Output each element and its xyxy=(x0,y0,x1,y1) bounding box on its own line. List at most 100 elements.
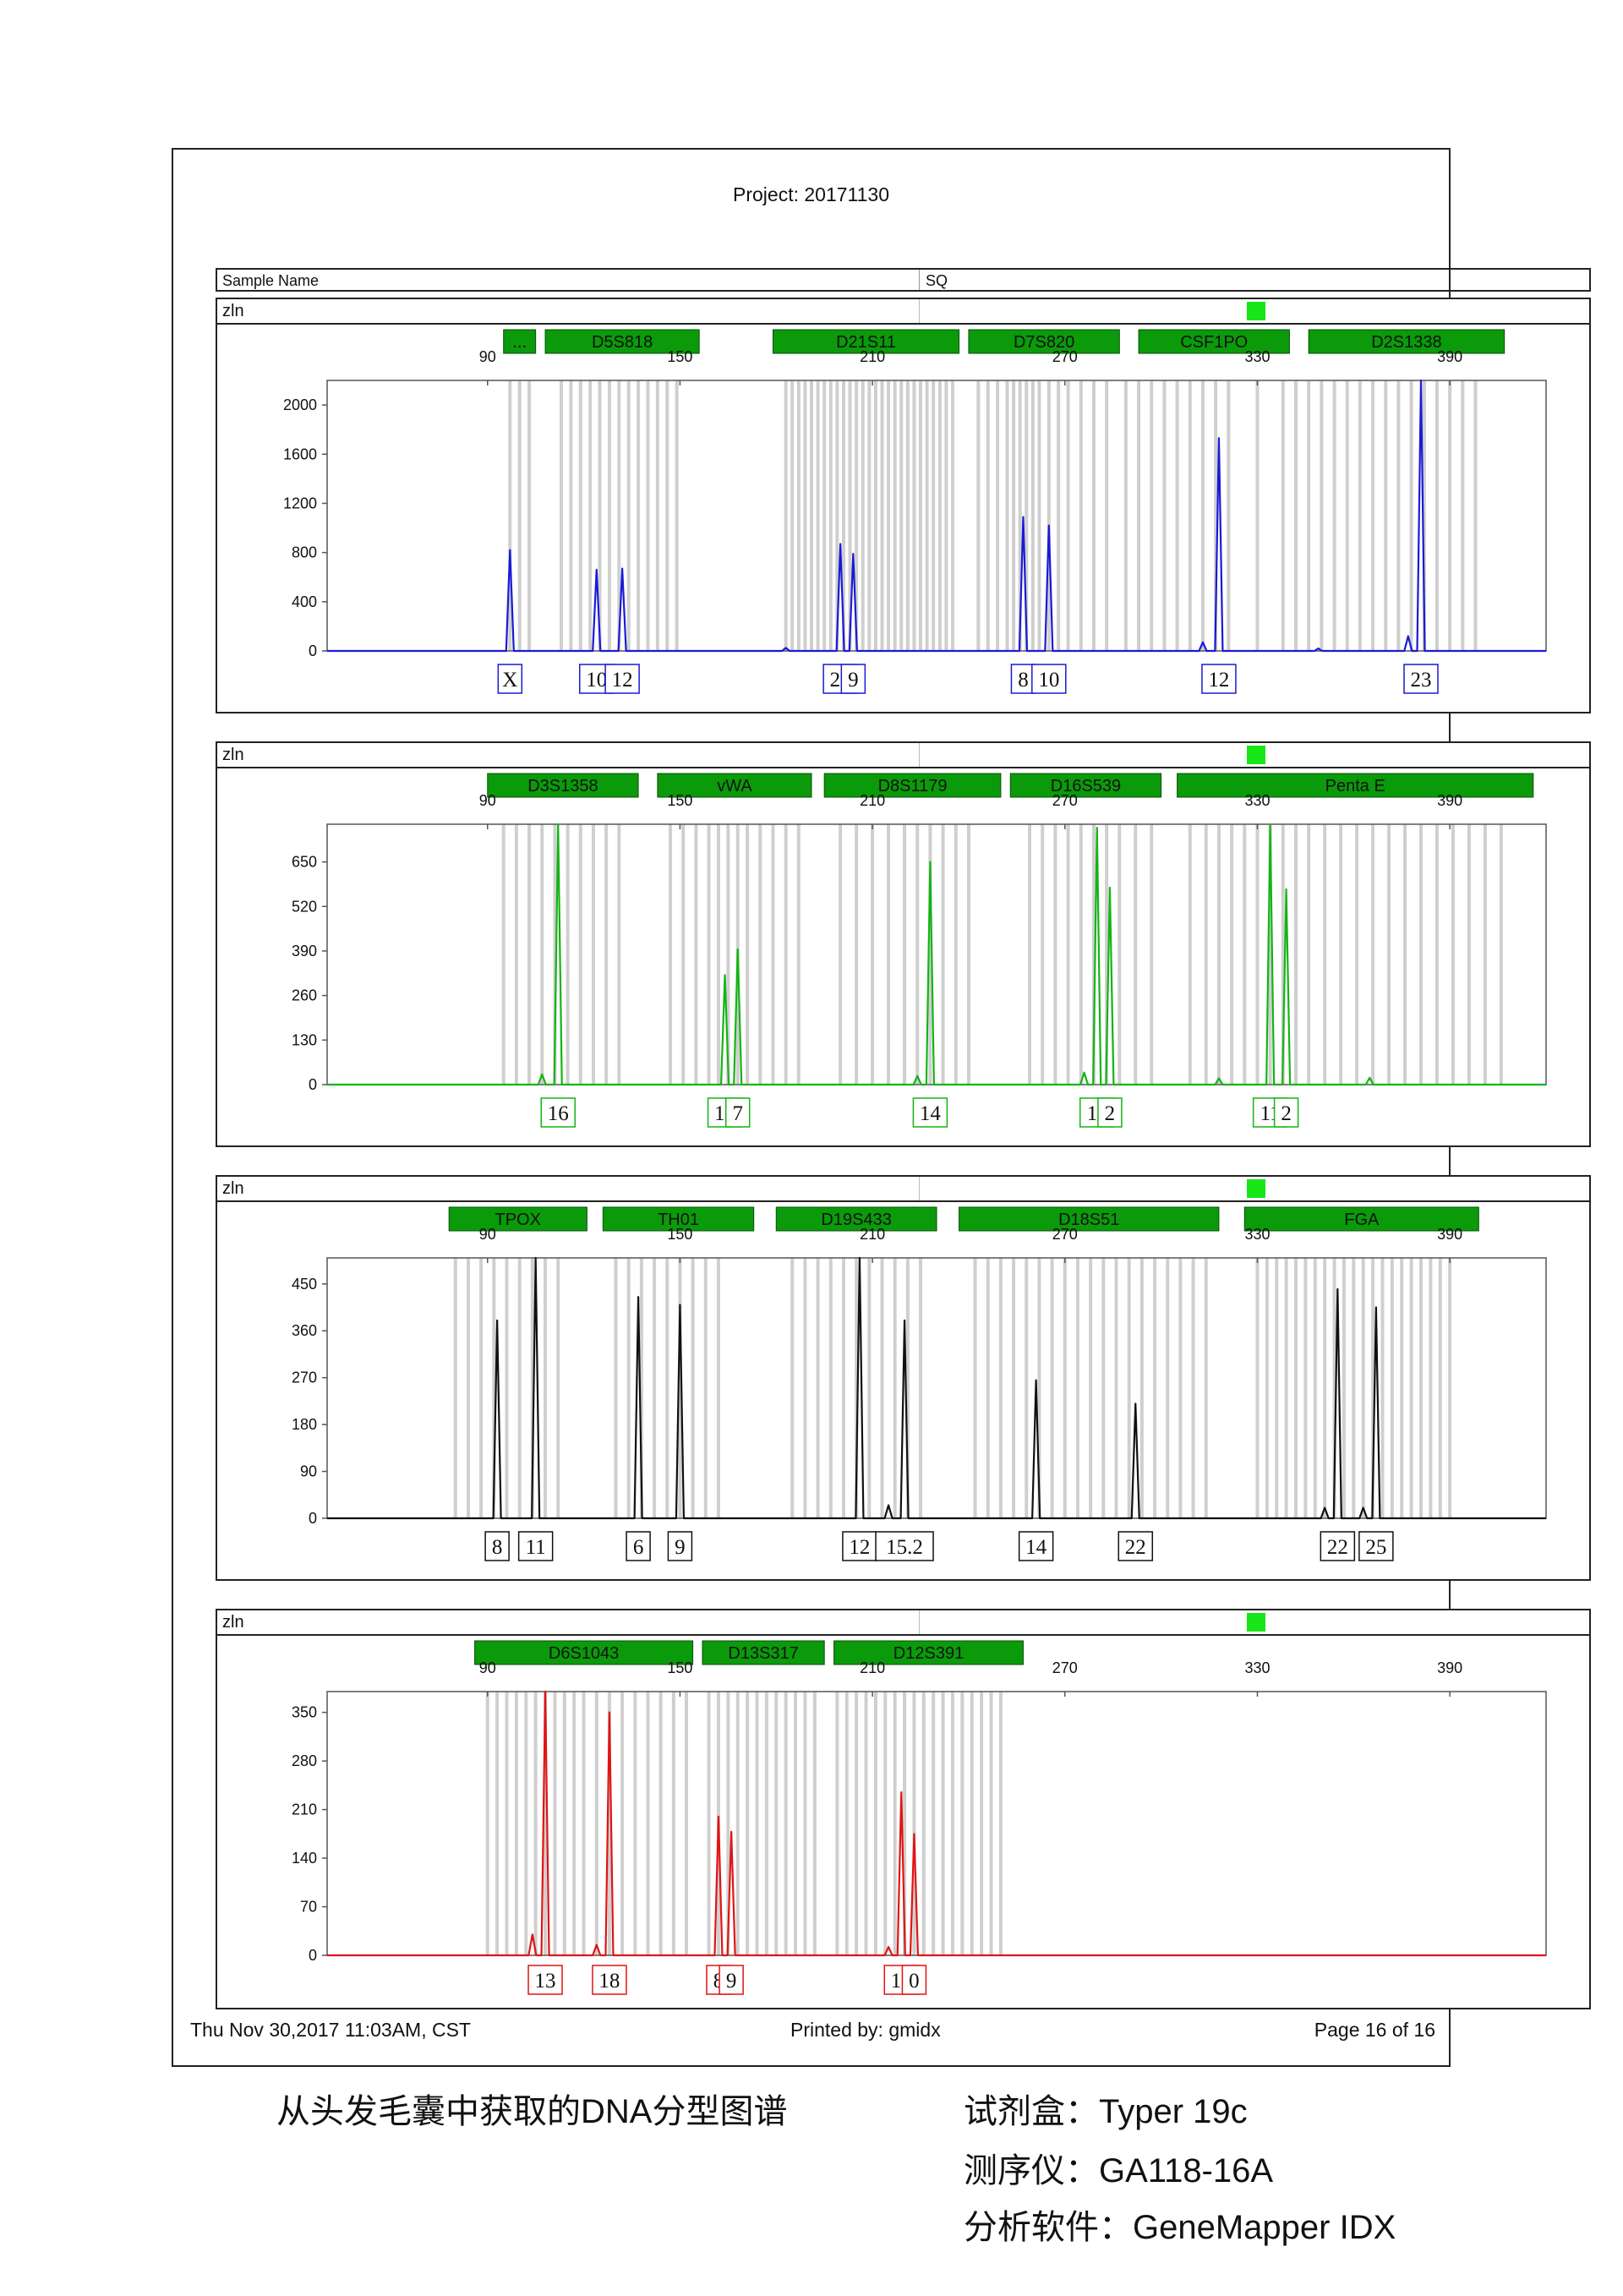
allele-bin xyxy=(1127,1258,1131,1518)
marker-bar xyxy=(775,1206,937,1232)
y-tick-label: 2000 xyxy=(283,396,317,413)
x-tick-label: 330 xyxy=(1244,1226,1270,1243)
allele-call-label: 12 xyxy=(612,669,633,692)
allele-call-box xyxy=(667,1531,693,1561)
allele-bin xyxy=(1105,380,1109,651)
marker-bar xyxy=(503,329,537,354)
allele-bin xyxy=(1025,1258,1029,1518)
allele-bin xyxy=(1091,824,1096,1085)
allele-bin xyxy=(637,380,641,651)
y-tick-label: 70 xyxy=(300,1899,317,1916)
plot-area xyxy=(326,1691,1547,1956)
sample-value: SQ xyxy=(926,272,948,289)
y-tick-label: 650 xyxy=(292,854,317,871)
status-led xyxy=(1247,746,1265,764)
allele-bin xyxy=(1041,824,1045,1085)
allele-bin xyxy=(1178,1258,1183,1518)
panel-name: zln xyxy=(222,302,244,320)
allele-bin xyxy=(996,380,1000,651)
allele-bin xyxy=(527,824,532,1085)
allele-call-box xyxy=(497,664,523,694)
allele-bin xyxy=(655,380,659,651)
allele-bin xyxy=(1323,824,1327,1085)
allele-bin xyxy=(707,1692,711,1955)
allele-bin xyxy=(1448,380,1452,651)
y-tick-label: 210 xyxy=(292,1801,317,1818)
allele-bin xyxy=(1371,380,1375,651)
allele-bin xyxy=(1255,380,1260,651)
allele-bin xyxy=(1089,1258,1093,1518)
allele-bin xyxy=(1429,1258,1433,1518)
allele-bin xyxy=(1387,824,1391,1085)
allele-bin xyxy=(1046,380,1051,651)
allele-bin xyxy=(1268,824,1272,1085)
allele-bin xyxy=(812,1692,817,1955)
allele-call-label: 12 xyxy=(1208,669,1229,692)
allele-bin xyxy=(810,380,814,651)
marker-bar xyxy=(833,1640,1024,1665)
red-dye-panel: zln D6S1043 D13S317 D12S391 90 150 210 270 330 3… xyxy=(216,1609,1591,2009)
allele-bin xyxy=(950,380,954,651)
y-tick-label: 140 xyxy=(292,1850,317,1867)
allele-bin xyxy=(1323,1258,1327,1518)
allele-bin xyxy=(1150,380,1154,651)
sample-header: Sample Name SQ xyxy=(216,268,1591,292)
marker-label: TH01 xyxy=(658,1211,699,1229)
allele-bin xyxy=(626,1258,631,1518)
allele-bin xyxy=(691,1258,695,1518)
allele-call-label: 12 xyxy=(849,1536,870,1559)
allele-call-box xyxy=(1018,1531,1054,1561)
allele-bin xyxy=(508,380,512,651)
allele-bin xyxy=(1461,380,1465,651)
allele-call-label: 15.2 xyxy=(886,1536,923,1559)
allele-call-box xyxy=(1403,664,1439,694)
plot-area xyxy=(326,823,1547,1085)
x-tick-label: 390 xyxy=(1437,1226,1462,1243)
allele-bin xyxy=(544,1692,548,1955)
allele-bin xyxy=(553,1692,557,1955)
allele-bin xyxy=(796,380,801,651)
allele-bin xyxy=(1307,824,1311,1085)
allele-bin xyxy=(1422,380,1426,651)
allele-call-box xyxy=(719,1965,744,1995)
header-separator xyxy=(919,743,920,767)
allele-bin xyxy=(1473,380,1478,651)
allele-bin xyxy=(572,1692,577,1955)
allele-bin xyxy=(1396,380,1401,651)
allele-bin xyxy=(626,380,631,651)
allele-bin xyxy=(1101,1258,1106,1518)
allele-bin xyxy=(1175,380,1179,651)
allele-bin xyxy=(1358,380,1362,651)
y-tick-label: 450 xyxy=(292,1276,317,1293)
allele-bin xyxy=(839,824,843,1085)
allele-bin xyxy=(855,1692,859,1955)
allele-bin xyxy=(665,1258,669,1518)
allele-call-label: 22 xyxy=(1327,1536,1348,1559)
panel-header: zln xyxy=(217,299,1589,325)
allele-bin xyxy=(1355,824,1359,1085)
allele-bin xyxy=(1380,1258,1385,1518)
allele-bin xyxy=(569,380,573,651)
allele-bin xyxy=(533,1692,538,1955)
allele-call-label: 10 xyxy=(586,669,607,692)
status-led xyxy=(1247,1613,1265,1632)
allele-bin xyxy=(1204,1258,1208,1518)
allele-bin xyxy=(835,1692,839,1955)
allele-bin xyxy=(1091,380,1096,651)
x-tick-label: 270 xyxy=(1052,1659,1078,1676)
allele-bin xyxy=(653,1258,657,1518)
allele-bin xyxy=(873,380,877,651)
allele-bin xyxy=(998,1692,1003,1955)
x-tick-label: 330 xyxy=(1244,792,1270,809)
allele-call-label: 10 xyxy=(1038,669,1059,692)
marker-bar xyxy=(448,1206,587,1232)
marker-bar xyxy=(823,773,1002,798)
allele-bin xyxy=(681,824,686,1085)
y-tick-label: 520 xyxy=(292,898,317,915)
allele-bin xyxy=(1483,824,1487,1085)
instrument-info: 测序仪：GA118-16A xyxy=(964,2152,1274,2189)
x-tick-label: 210 xyxy=(860,792,885,809)
allele-bin xyxy=(1066,824,1070,1085)
footer-printed-by: Printed by: gmidx xyxy=(790,2019,941,2041)
marker-label: D19S433 xyxy=(821,1211,891,1229)
